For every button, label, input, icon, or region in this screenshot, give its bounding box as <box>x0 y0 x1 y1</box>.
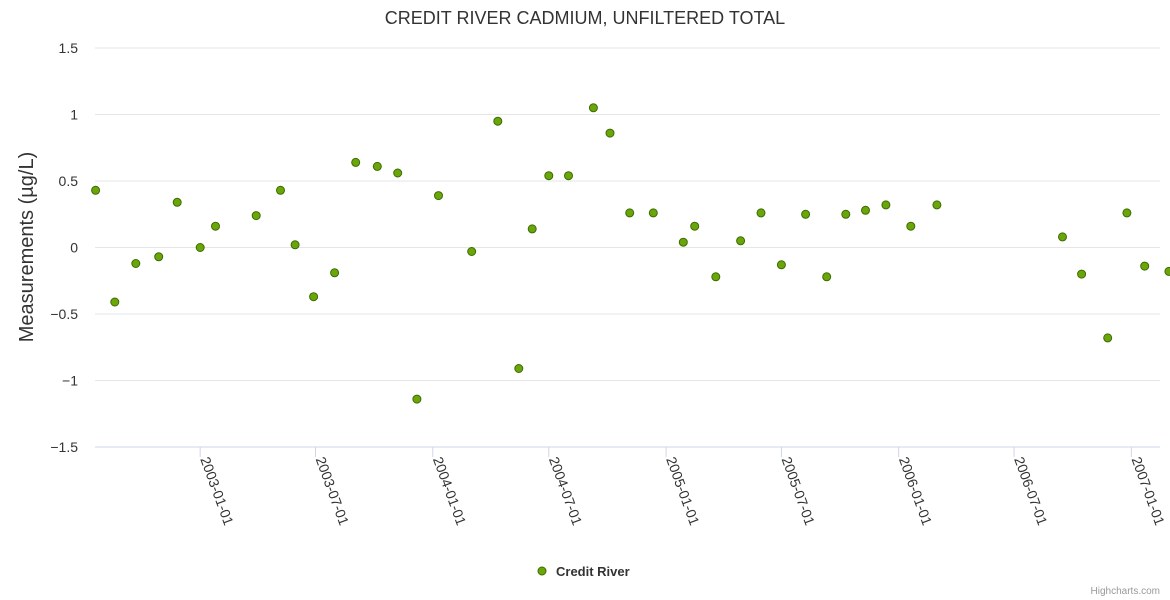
data-point[interactable] <box>822 272 832 282</box>
data-point[interactable] <box>690 221 700 231</box>
chart-title: CREDIT RIVER CADMIUM, UNFILTERED TOTAL <box>385 8 785 28</box>
data-point[interactable] <box>906 221 916 231</box>
data-point[interactable] <box>841 209 851 219</box>
data-point[interactable] <box>290 240 300 250</box>
data-point[interactable] <box>881 200 891 210</box>
y-tick-label: 0.5 <box>59 173 79 189</box>
data-point[interactable] <box>1058 232 1067 242</box>
credits-link[interactable]: Highcharts.com <box>1091 586 1160 597</box>
data-point[interactable] <box>1122 208 1132 218</box>
data-point[interactable] <box>131 259 141 268</box>
data-point[interactable] <box>434 191 443 201</box>
data-point[interactable] <box>564 171 573 181</box>
data-point[interactable] <box>351 157 361 167</box>
data-point[interactable] <box>544 171 554 181</box>
data-point[interactable] <box>467 247 477 256</box>
y-tick-label: 1 <box>70 107 78 123</box>
data-point[interactable] <box>736 236 746 246</box>
data-point[interactable] <box>588 103 598 113</box>
series-credit-river <box>91 103 1170 404</box>
data-point[interactable] <box>91 185 101 195</box>
data-point[interactable] <box>493 116 503 126</box>
data-point[interactable] <box>330 268 340 278</box>
data-point[interactable] <box>1140 261 1150 271</box>
y-axis-title: Measurements (µg/L) <box>16 152 38 342</box>
data-point[interactable] <box>412 394 422 404</box>
data-point[interactable] <box>527 224 537 234</box>
data-point[interactable] <box>1164 266 1170 276</box>
data-point[interactable] <box>393 168 403 178</box>
legend[interactable]: Credit River <box>537 564 630 579</box>
data-point[interactable] <box>309 292 319 302</box>
data-point[interactable] <box>1103 333 1113 343</box>
legend-marker-icon <box>537 566 547 576</box>
data-point[interactable] <box>514 364 524 373</box>
y-tick-label: −0.5 <box>50 306 78 322</box>
data-point[interactable] <box>776 260 786 270</box>
data-point[interactable] <box>648 208 658 218</box>
data-point[interactable] <box>801 209 811 219</box>
data-point[interactable] <box>172 197 182 207</box>
y-axis-ticks: 1.5 1 0.5 0 −0.5 −1 −1.5 <box>50 40 78 455</box>
y-tick-label: 0 <box>70 240 78 256</box>
data-point[interactable] <box>1077 269 1087 279</box>
data-point[interactable] <box>154 252 164 262</box>
data-point[interactable] <box>678 237 688 247</box>
data-point[interactable] <box>605 128 615 138</box>
data-point[interactable] <box>276 185 285 195</box>
data-point[interactable] <box>195 243 205 252</box>
y-tick-label: 1.5 <box>59 40 79 56</box>
data-point[interactable] <box>932 200 942 210</box>
data-point[interactable] <box>625 208 635 218</box>
y-tick-label: −1.5 <box>50 439 78 455</box>
data-point[interactable] <box>251 211 261 221</box>
data-point[interactable] <box>861 205 870 215</box>
data-point[interactable] <box>756 208 766 218</box>
legend-item-credit-river[interactable]: Credit River <box>556 564 630 579</box>
data-point[interactable] <box>372 161 382 171</box>
data-point[interactable] <box>211 221 220 231</box>
data-point[interactable] <box>110 297 120 307</box>
y-tick-label: −1 <box>62 373 78 389</box>
data-point[interactable] <box>711 272 721 282</box>
